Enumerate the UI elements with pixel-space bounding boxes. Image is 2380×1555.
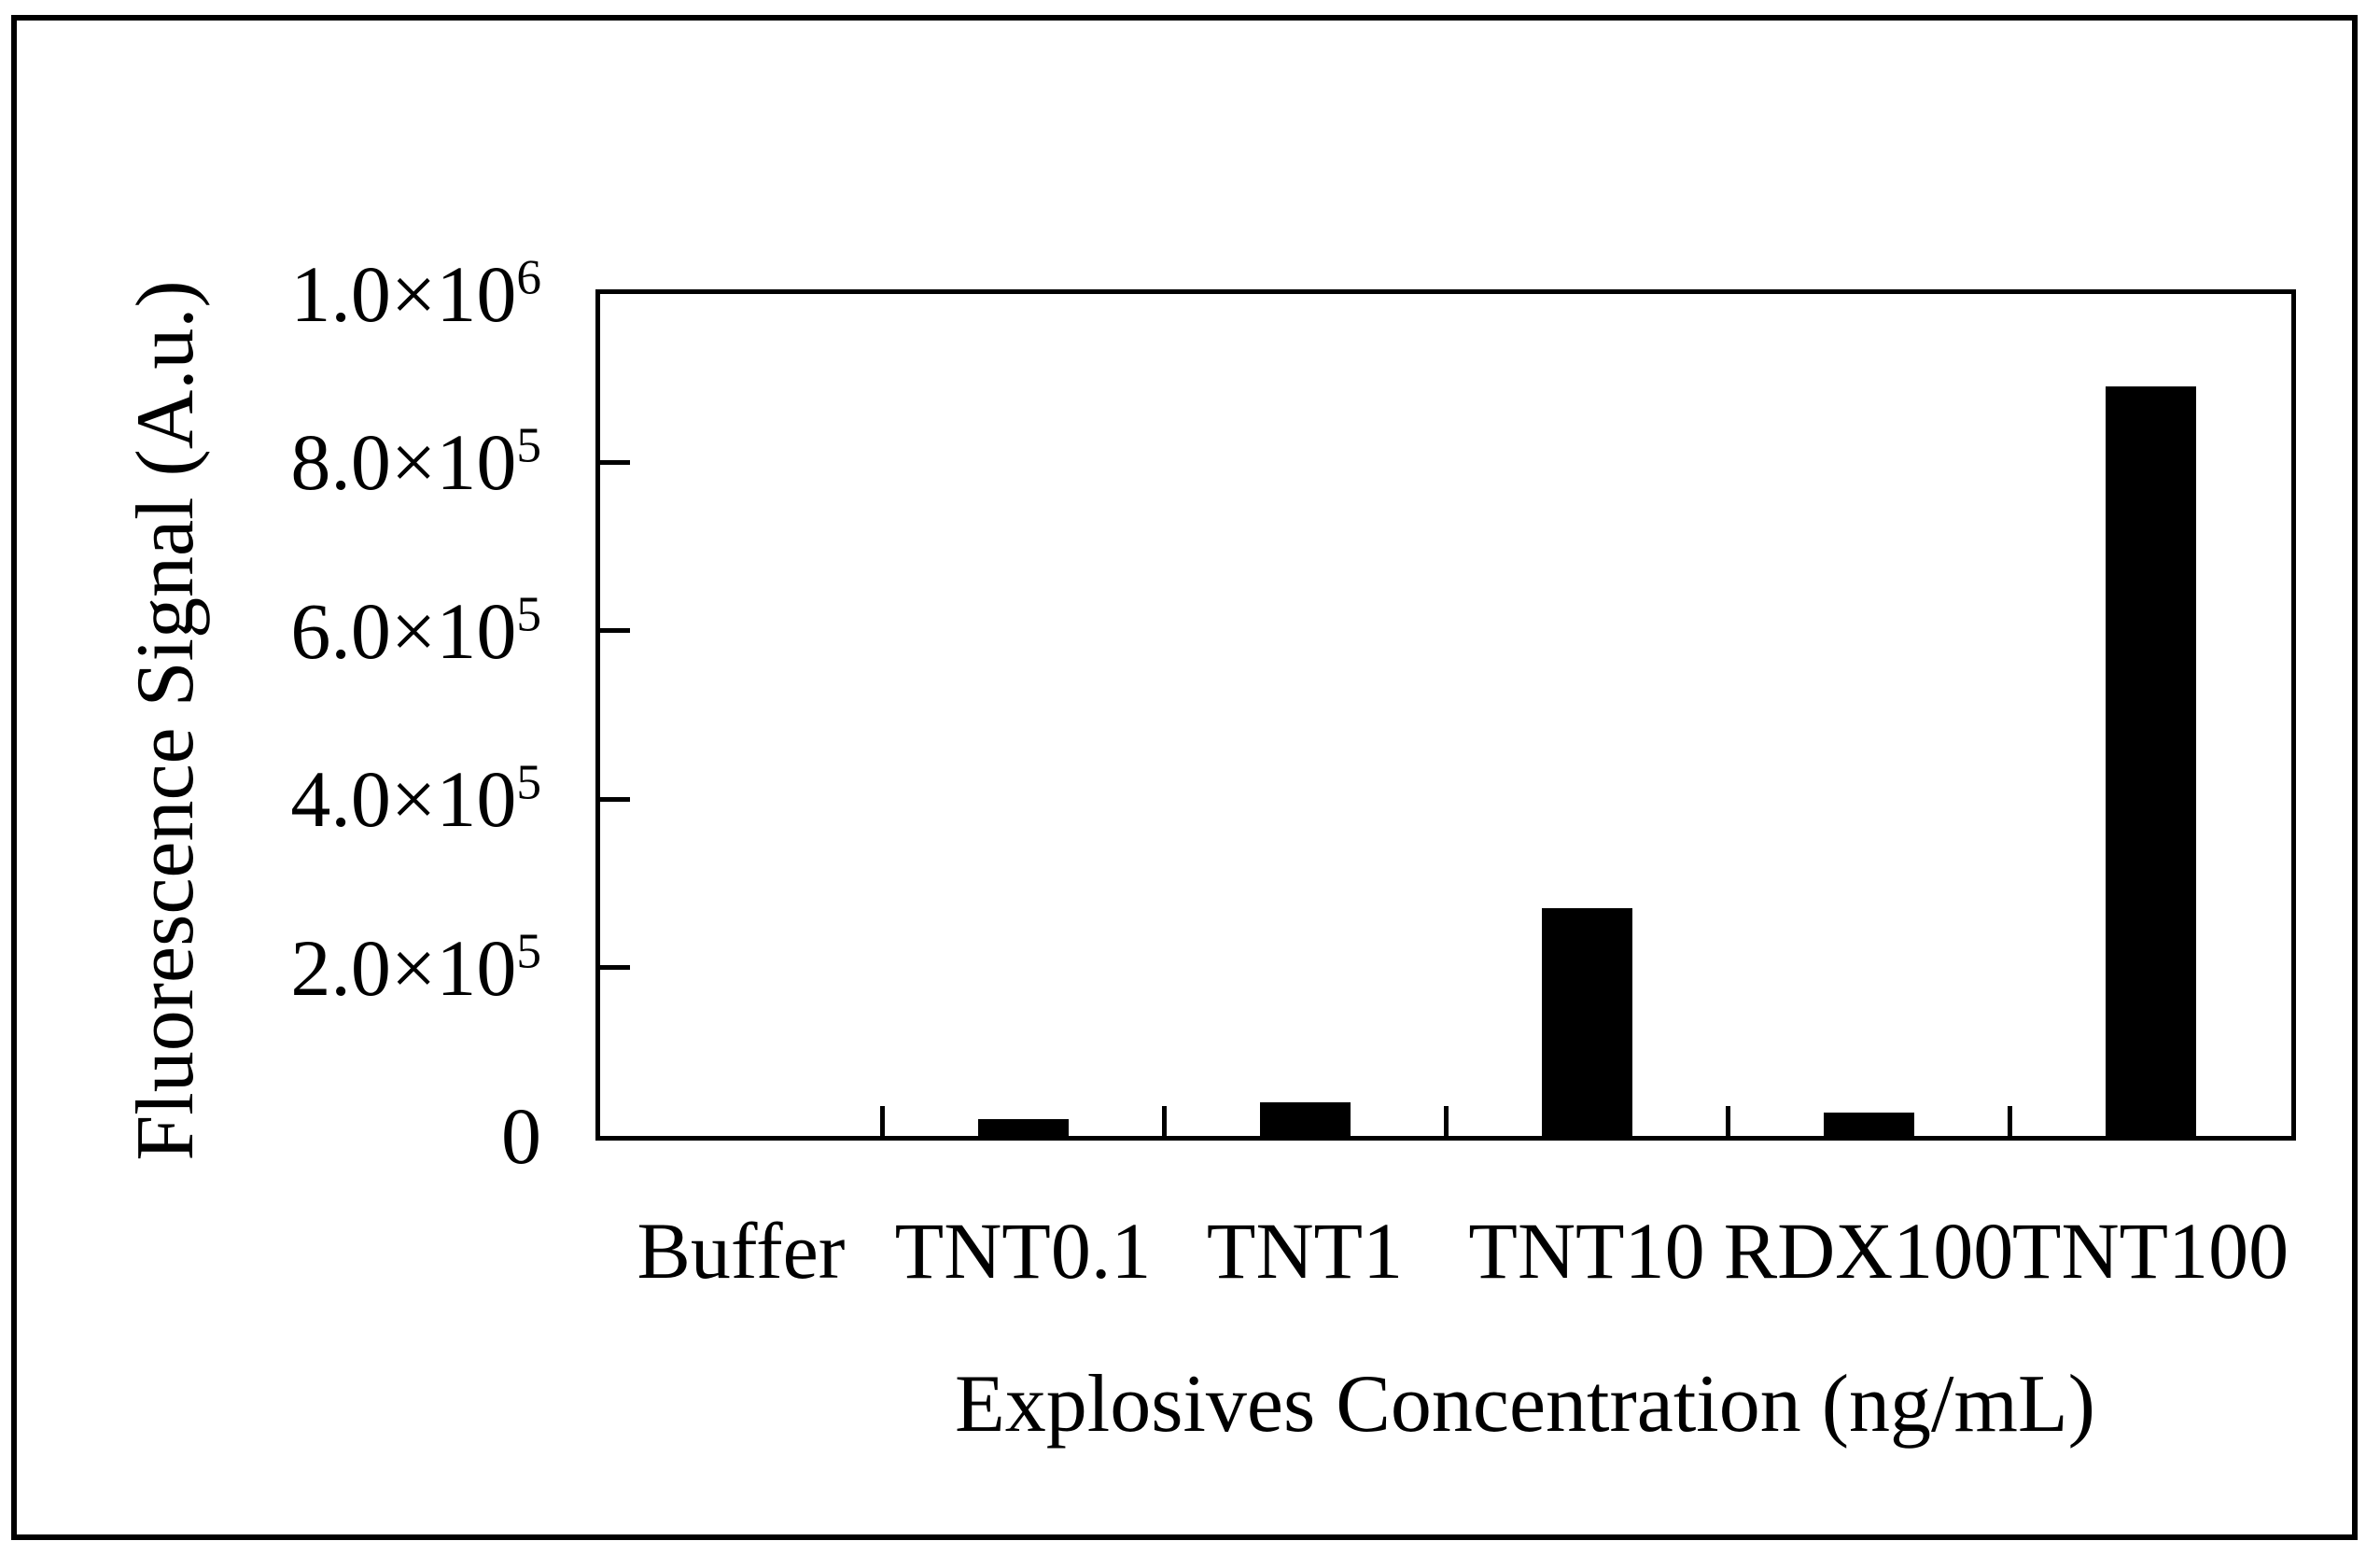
y-axis-tick [600, 965, 630, 971]
x-category-label-tnt100: TNT100 [2011, 1206, 2289, 1296]
x-category-label-tnt0.1: TNT0.1 [894, 1206, 1152, 1296]
bar-tnt10 [1541, 908, 1632, 1136]
y-tick-label: 0 [501, 1089, 541, 1183]
bar-tnt100 [2105, 386, 2196, 1136]
y-tick-label: 6.0×105 [290, 584, 541, 678]
x-axis-tick [1443, 1106, 1449, 1136]
y-tick-label-exponent: 6 [516, 248, 541, 305]
y-tick-label: 1.0×106 [290, 247, 541, 341]
y-tick-label-base: 4.0×10 [290, 754, 517, 845]
x-category-label-rdx100: RDX100 [1723, 1206, 2014, 1296]
y-tick-label-base: 2.0×10 [290, 922, 517, 1013]
y-axis-tick [600, 796, 630, 802]
y-tick-label: 8.0×105 [290, 415, 541, 509]
y-tick-label-base: 8.0×10 [290, 417, 517, 508]
y-tick-label-exponent: 5 [516, 753, 541, 810]
y-tick-label-base: 6.0×10 [290, 585, 517, 676]
bar-rdx100 [1823, 1112, 1914, 1136]
x-axis-tick [2007, 1106, 2012, 1136]
bar-tnt1 [1259, 1101, 1351, 1136]
plot-area [595, 289, 2296, 1141]
bar-tnt0.1 [977, 1118, 1069, 1136]
y-tick-label-base: 0 [501, 1091, 541, 1181]
y-axis-tick [600, 628, 630, 634]
y-tick-label: 2.0×105 [290, 921, 541, 1015]
x-axis-tick [1725, 1106, 1730, 1136]
y-axis-tick [600, 459, 630, 465]
x-category-label-tnt10: TNT10 [1468, 1206, 1705, 1296]
x-category-label-tnt1: TNT1 [1206, 1206, 1404, 1296]
x-axis-title: Explosives Concentration (ng/mL) [955, 1359, 2095, 1450]
y-tick-label-base: 1.0×10 [290, 249, 517, 339]
y-tick-label: 4.0×105 [290, 752, 541, 846]
y-tick-label-exponent: 5 [516, 921, 541, 978]
x-category-label-buffer: Buffer [637, 1206, 846, 1296]
y-axis-title: Fluorescence Signal (A.u.) [120, 280, 211, 1161]
x-axis-tick [1161, 1106, 1167, 1136]
y-tick-label-exponent: 5 [516, 416, 541, 473]
x-axis-tick [879, 1106, 885, 1136]
y-tick-label-exponent: 5 [516, 585, 541, 642]
